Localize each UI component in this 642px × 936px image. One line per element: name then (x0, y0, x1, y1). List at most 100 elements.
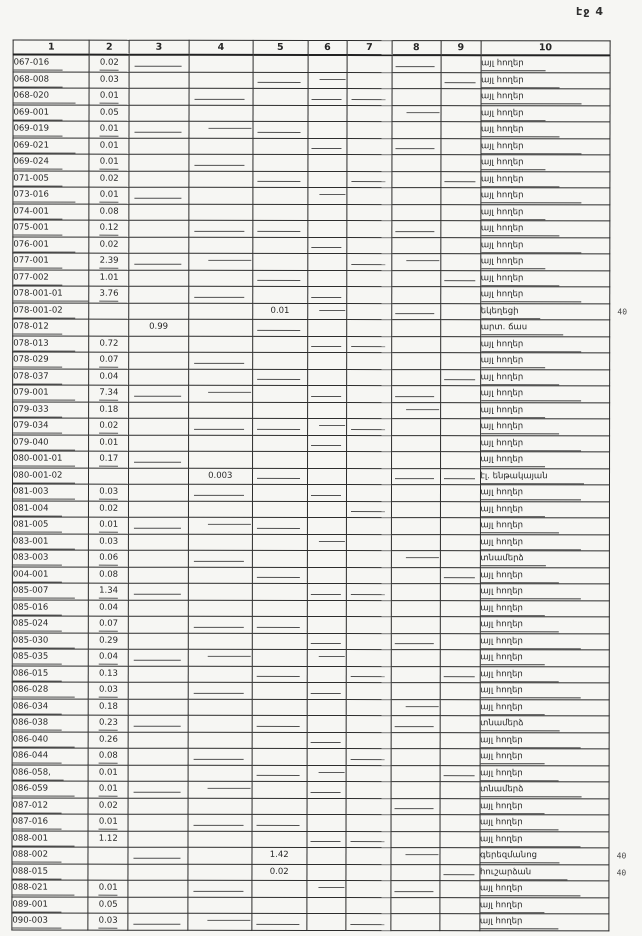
value-cell (440, 616, 480, 634)
table-row: 085-030 0.29 այլ հողեր (12, 632, 641, 650)
value-cell (252, 781, 307, 798)
land-type-label: այլ հողեր (480, 832, 581, 848)
land-type-cell: այլ հողեր (480, 171, 611, 188)
value-cell (346, 649, 391, 667)
table-row: 089-001 0.05 այլ հողեր (11, 896, 641, 914)
land-type-cell: այլ հողեր (480, 352, 610, 370)
parcel-code-cell: 086-040 (12, 731, 89, 749)
parcel-code: 069-001 (13, 106, 63, 121)
parcel-code: 085-035 (12, 650, 62, 665)
value-cell (128, 863, 188, 881)
value-cell (252, 220, 308, 237)
area-value: 0.01 (98, 782, 118, 797)
value-cell (391, 303, 441, 320)
value-cell: 0.72 (89, 335, 129, 353)
value-cell (252, 632, 307, 650)
value-cell (129, 71, 189, 89)
parcel-code: 086-040 (12, 733, 75, 748)
value-cell (252, 599, 307, 617)
value-cell (391, 204, 441, 221)
value-cell (188, 434, 253, 452)
area-value: 0.02 (98, 800, 118, 811)
value-cell: 0.18 (88, 401, 129, 419)
land-type-cell: այլ հողեր (480, 435, 610, 452)
value-cell (252, 418, 308, 435)
value-cell (188, 154, 253, 171)
land-type-cell: այլ հողեր (479, 633, 610, 650)
value-cell (306, 500, 347, 518)
value-cell (390, 583, 441, 601)
area-value: 0.13 (99, 668, 118, 679)
value-cell (128, 781, 188, 798)
value-cell (346, 732, 391, 749)
land-type-label: այլ հողեր (480, 403, 546, 419)
value-cell (252, 467, 308, 485)
land-type-cell: այլ հողեր (479, 814, 610, 832)
value-cell (128, 500, 189, 518)
area-value: 0.02 (269, 866, 289, 877)
value-cell (187, 913, 252, 930)
table-row: 079-034 0.02 այլ հողեր (12, 418, 642, 436)
value-cell (440, 418, 481, 436)
table-row: 086-028 0.03 այլ հողեր (12, 682, 641, 700)
land-type-label: այլ հողեր (480, 156, 546, 171)
value-cell (346, 418, 392, 436)
land-type-label: այլ հողեր (480, 684, 581, 699)
value-cell (306, 830, 347, 848)
parcel-code-cell: 090-003 (11, 913, 89, 930)
land-type-cell: այլ հողեր (479, 501, 610, 518)
value-cell (188, 352, 253, 369)
margin-spacer (610, 485, 642, 502)
value-cell (129, 170, 189, 188)
land-type-cell: այլ հողեր (479, 583, 610, 601)
land-type-cell: տնամերձ (479, 550, 610, 568)
parcel-code: 089-001 (12, 898, 61, 913)
value-cell (391, 237, 441, 254)
value-cell (252, 583, 307, 600)
value-cell (346, 682, 391, 700)
value-cell (440, 765, 480, 782)
value-cell (128, 385, 189, 402)
land-type-label: այլ հողեր (480, 189, 582, 204)
value-cell (307, 220, 347, 238)
value-cell (128, 682, 188, 699)
value-cell (440, 138, 481, 155)
value-cell (188, 54, 254, 72)
value-cell: 0.05 (88, 896, 129, 914)
value-cell (440, 270, 481, 287)
value-cell (307, 236, 347, 254)
value-cell: 0.01 (88, 814, 129, 831)
table-row: 078-037 0.04 այլ հողեր (12, 368, 642, 386)
land-type-cell: այլ հողեր (479, 913, 610, 931)
value-cell (306, 863, 347, 881)
value-cell (251, 880, 307, 897)
table-row: 083-003 0.06 տնամերձ (12, 550, 641, 568)
value-cell (128, 665, 188, 683)
value-cell (128, 533, 188, 551)
value-cell (187, 599, 253, 617)
value-cell: 1.01 (89, 269, 129, 287)
parcel-code-cell: 086-044 (12, 748, 89, 765)
parcel-code-cell: 085-024 (12, 616, 89, 633)
value-cell (128, 698, 188, 716)
land-type-label: այլ հողեր (479, 898, 545, 914)
land-type-cell: այլ հողեր (480, 385, 610, 403)
value-cell (440, 88, 481, 106)
table-row: 086-034 0.18 այլ հողեր (12, 698, 641, 716)
parcel-code: 090-003 (12, 914, 61, 929)
land-type-cell: այլ հողեր (479, 600, 610, 617)
parcel-code-cell: 088-002 (11, 847, 89, 864)
value-cell (306, 748, 347, 766)
margin-spacer (610, 89, 642, 106)
table-row: 074-001 0.08 այլ հողեր (12, 203, 642, 221)
value-cell (187, 797, 253, 815)
land-type-label: այլ հողեր (479, 915, 559, 930)
value-cell (347, 72, 392, 89)
parcel-code: 068-020 (13, 89, 76, 104)
parcel-code: 080-001-01 (13, 452, 76, 467)
value-cell (128, 731, 188, 749)
land-type-cell: այլ հողեր (480, 138, 611, 155)
value-cell (129, 187, 189, 204)
value-cell (440, 732, 480, 749)
value-cell (252, 715, 307, 732)
